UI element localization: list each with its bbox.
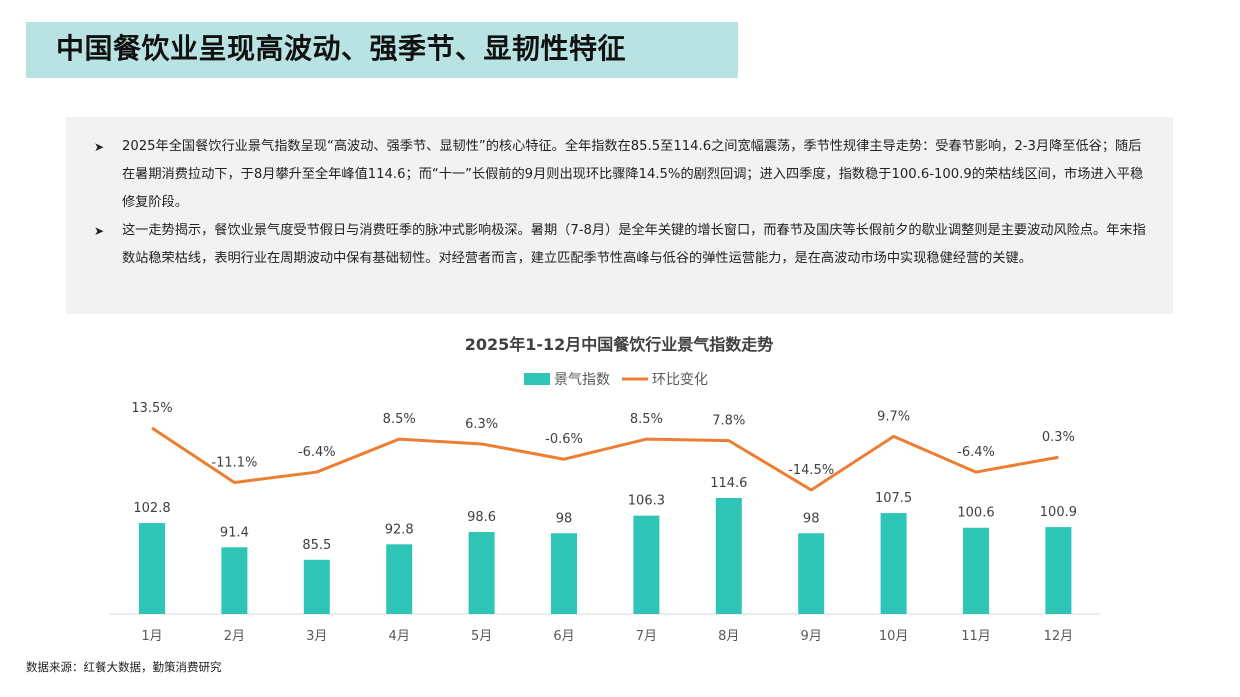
legend-bar-label: 景气指数 [554,372,610,388]
legend-line-label: 环比变化 [652,372,708,388]
line-value-label: -11.1% [211,455,257,470]
bar-value-label: 106.3 [628,494,665,509]
bar-value-label: 100.6 [957,506,994,521]
summary-bullet-2: ➤ 这一走势揭示，餐饮业景气度受节假日与消费旺季的脉冲式影响极深。暑期（7-8月… [94,217,1154,273]
summary-panel: ➤ 2025年全国餐饮行业景气指数呈现“高波动、强季节、显韧性”的核心特征。全年… [66,117,1173,314]
line-value-label: 8.5% [630,412,663,427]
title-band: 中国餐饮业呈现高波动、强季节、显韧性特征 [26,22,738,78]
line-value-label: 0.3% [1042,430,1075,445]
x-tick-label: 5月 [471,629,492,644]
bar-value-label: 107.5 [875,491,912,506]
line-value-label: 6.3% [465,417,498,432]
bar-value-label: 114.6 [710,476,747,491]
bar-value-label: 85.5 [302,538,331,553]
bar-11 [963,527,989,614]
x-axis-ticks: 1月 2月 3月 4月 5月 6月 7月 8月 9月 10月 11月 12月 [141,629,1073,644]
bar-1 [139,523,165,614]
bar-6 [551,533,577,614]
arrowhead-bullet-icon: ➤ [94,140,105,154]
bar-value-label: 98 [803,511,820,526]
line-value-label: 9.7% [877,409,910,424]
line-value-label: -0.6% [545,432,583,447]
bar-value-label: 100.9 [1040,505,1077,520]
x-tick-label: 11月 [961,629,991,644]
bar-value-label: 92.8 [385,522,414,537]
line-value-label: -6.4% [957,445,995,460]
bar-8 [715,498,742,614]
summary-bullet-1: ➤ 2025年全国餐饮行业景气指数呈现“高波动、强季节、显韧性”的核心特征。全年… [94,133,1154,217]
bar-3 [303,559,330,614]
legend-bar-swatch [524,373,550,385]
bar-4 [386,544,413,614]
line-value-label: -6.4% [298,445,336,460]
summary-bullet-text: 这一走势揭示，餐饮业景气度受节假日与消费旺季的脉冲式影响极深。暑期（7-8月）是… [122,223,1146,266]
data-source-note: 数据来源：红餐大数据，勤策消费研究 [26,660,222,674]
x-tick-label: 1月 [141,629,162,644]
bar-7 [633,515,660,614]
bar-12 [1045,527,1072,614]
x-tick-label: 9月 [801,629,822,644]
line-series: 13.5% -11.1% -6.4% 8.5% 6.3% -0.6% 8.5% 7.8% -14… [131,401,1075,492]
line-value-label: 7.8% [712,414,745,429]
bar-series: 102.8 91.4 85.5 92.8 98.6 98 106.3 114.6 98 107.5… [133,476,1077,614]
bar-value-label: 91.4 [220,525,249,540]
index-trend-chart: 2025年1-12月中国餐饮行业景气指数走势 景气指数 环比变化 102.8 91… [110,335,1100,644]
chart-legend: 景气指数 环比变化 [524,372,708,388]
x-tick-label: 4月 [389,629,410,644]
mom-change-line [151,426,1059,492]
bar-10 [880,513,907,614]
page-title: 中国餐饮业呈现高波动、强季节、显韧性特征 [56,32,627,65]
arrowhead-bullet-icon: ➤ [94,224,105,238]
line-value-label: 13.5% [131,401,172,416]
bar-5 [468,531,495,614]
x-tick-label: 3月 [306,629,327,644]
x-tick-label: 6月 [553,629,574,644]
bar-value-label: 102.8 [133,501,170,516]
x-tick-label: 2月 [224,629,245,644]
line-value-label: 8.5% [383,412,416,427]
x-tick-label: 7月 [636,629,657,644]
bar-2 [221,547,248,614]
bar-value-label: 98.6 [467,510,496,525]
x-tick-label: 8月 [718,629,739,644]
x-tick-label: 12月 [1044,629,1074,644]
bar-value-label: 98 [556,511,573,526]
x-tick-label: 10月 [879,629,909,644]
line-value-label: -14.5% [788,463,834,478]
bar-9 [798,533,825,614]
summary-bullet-text: 2025年全国餐饮行业景气指数呈现“高波动、强季节、显韧性”的核心特征。全年指数… [122,139,1144,210]
chart-title: 2025年1-12月中国餐饮行业景气指数走势 [465,335,774,354]
